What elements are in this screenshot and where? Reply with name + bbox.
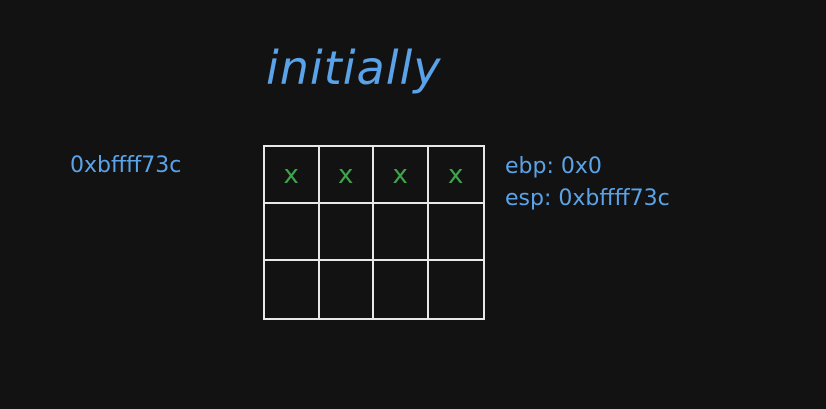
stack-cell: x [319, 147, 374, 204]
diagram-title: initially [266, 41, 442, 95]
stack-cell [428, 204, 483, 261]
stack-cell [320, 261, 374, 318]
cross-mark: x [448, 159, 464, 190]
stack-cell [265, 204, 320, 261]
stack-cell: x [428, 147, 483, 204]
stack-cell: x [374, 147, 429, 204]
esp-register-label: esp: 0xbffff73c [505, 186, 670, 211]
cross-mark: x [283, 159, 299, 190]
cross-mark: x [338, 159, 354, 190]
register-panel: ebp: 0x0 esp: 0xbffff73c [505, 151, 670, 215]
stack-cell [319, 204, 374, 261]
stack-cell [429, 261, 484, 318]
stack-cell [374, 261, 429, 318]
stack-address-label: 0xbffff73c [70, 153, 182, 178]
cross-mark: x [392, 159, 408, 190]
ebp-register-label: ebp: 0x0 [505, 154, 602, 179]
stack-cell: x [265, 147, 320, 204]
stack-cell [265, 261, 320, 318]
stack-cell [374, 204, 429, 261]
stack-memory-grid: x x x x [263, 145, 485, 320]
